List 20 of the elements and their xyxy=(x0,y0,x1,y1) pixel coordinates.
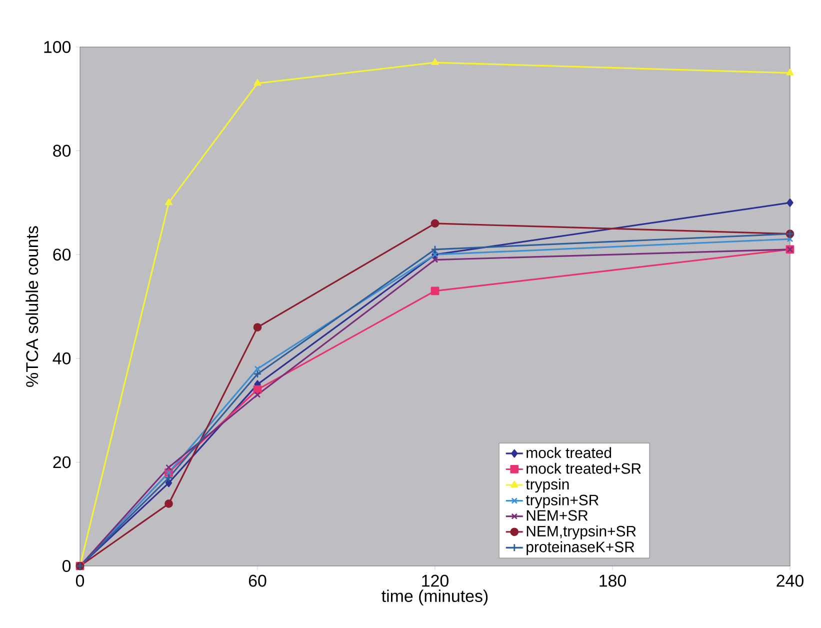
y-axis-title: %TCA soluble counts xyxy=(26,226,38,387)
legend-label: trypsin+SR xyxy=(526,494,598,508)
y-tick-label: 100 xyxy=(44,40,71,53)
x-tick-label: 180 xyxy=(600,574,626,587)
x-tick-label: 0 xyxy=(76,574,84,587)
x-tick-label: 120 xyxy=(422,574,448,587)
y-tick-label: 60 xyxy=(53,248,71,261)
x-tick-label: 60 xyxy=(248,574,266,587)
x-axis-title: time (minutes) xyxy=(382,590,488,606)
legend-label: mock treated+SR xyxy=(526,462,641,474)
y-tick-label: 80 xyxy=(53,144,71,157)
y-tick-label: 0 xyxy=(62,560,71,572)
x-tick-label: 240 xyxy=(776,574,804,587)
legend-label: proteinaseK+SR xyxy=(526,541,634,556)
y-tick-label: 40 xyxy=(52,352,71,364)
legend-label: NEM,trypsin+SR xyxy=(526,526,636,540)
legend-label: NEM+SR xyxy=(526,510,588,521)
legend-label: trypsin xyxy=(526,478,569,493)
y-tick-label: 20 xyxy=(53,456,71,468)
legend-label: mock treated xyxy=(526,447,612,458)
